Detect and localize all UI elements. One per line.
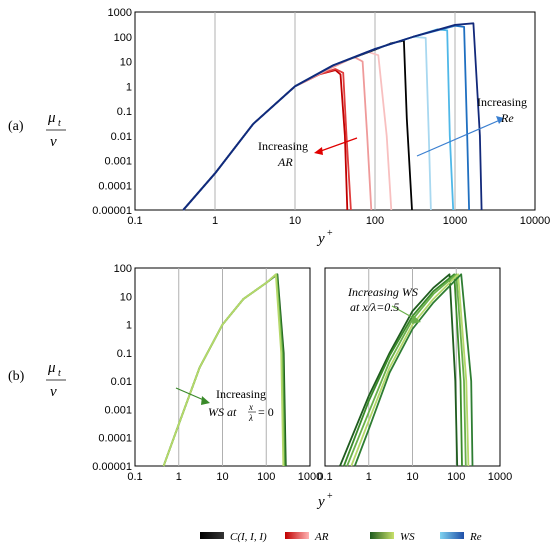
x-tick-label: 1000	[488, 471, 512, 483]
gridlines-b-left	[178, 268, 267, 466]
y-tick-label: 0.00001	[92, 461, 132, 473]
x-tick-label: 1	[366, 471, 372, 483]
x-tick-label: 0.1	[317, 471, 332, 483]
y-axis-label-a: μ t ν	[46, 110, 66, 150]
y-tick-label: 0.01	[111, 376, 132, 388]
series-line	[162, 273, 287, 467]
series-group-b-right	[339, 273, 474, 467]
ylabel-num-sub: t	[58, 118, 61, 129]
series-line	[182, 22, 483, 211]
y-axis-label-b: μ t ν	[46, 360, 66, 400]
ylabel-den: ν	[50, 134, 57, 150]
svg-text:λ: λ	[248, 413, 253, 423]
legend-swatch	[200, 532, 224, 539]
x-tick-label: 0.1	[127, 471, 142, 483]
series-line	[350, 273, 470, 467]
series-line	[353, 273, 474, 467]
annotation-ws-left: Increasing WS at x λ = 0	[175, 387, 274, 423]
panel-label-a: (a)	[8, 119, 24, 134]
series-line	[182, 50, 393, 211]
y-tick-label: 1	[126, 320, 132, 332]
svg-text:WS at: WS at	[208, 405, 237, 419]
legend-swatch	[285, 532, 309, 539]
annotation-re-line2: Re	[500, 111, 514, 125]
svg-text:+: +	[327, 228, 333, 239]
y-tick-label: 10	[120, 57, 132, 69]
svg-text:y: y	[316, 231, 325, 247]
panel-label-b: (b)	[8, 369, 25, 384]
x-tick-label: 100	[366, 215, 384, 227]
tick-labels-a: 0.1 1 10 100 1000 10000 0.00001 0.0001 0.001 0.01…	[92, 7, 550, 227]
x-tick-label: 10	[406, 471, 418, 483]
annotation-re-line1: Increasing	[477, 95, 527, 109]
series-line	[182, 28, 455, 211]
x-tick-label: 0.1	[127, 215, 142, 227]
ylabel-num-b: μ	[47, 360, 56, 376]
series-line	[182, 35, 432, 211]
series-group-b-left	[162, 273, 287, 467]
y-tick-label: 0.01	[111, 131, 132, 143]
legend-label: Re	[469, 531, 482, 543]
y-tick-label: 0.1	[117, 106, 132, 118]
y-tick-label: 0.0001	[98, 180, 132, 192]
x-tick-label: 100	[257, 471, 275, 483]
legend-swatch	[440, 532, 464, 539]
annotation-re: Increasing Re	[416, 95, 527, 157]
tick-labels-b-left: 0.1 1 10 100 1000 0.00001 0.0001 0.001 0.01 0.1 1 1…	[92, 263, 322, 483]
x-tick-label: 10	[289, 215, 301, 227]
legend: C(I, I, I) AR WS Re	[200, 531, 482, 543]
series-line	[343, 273, 463, 467]
x-tick-label: 1000	[298, 471, 322, 483]
annotation-ws-right: Increasing WS at x/λ=0.5	[347, 285, 421, 324]
series-group-a	[182, 22, 483, 211]
svg-text:x: x	[248, 402, 253, 412]
y-tick-label: 100	[114, 263, 132, 275]
legend-label: WS	[400, 531, 415, 543]
series-line	[162, 273, 285, 467]
x-tick-label: 1	[176, 471, 182, 483]
tick-labels-b-right: 0.1 1 10 100 1000	[317, 471, 512, 483]
svg-text:+: +	[327, 491, 333, 502]
annotation-ws-right-line2: at x/λ=0.5	[350, 300, 399, 314]
y-tick-label: 1	[126, 81, 132, 93]
y-tick-label: 0.001	[104, 156, 132, 168]
legend-label: AR	[314, 531, 329, 543]
annotation-ar-line1: Increasing	[258, 139, 308, 153]
x-tick-label: 1000	[443, 215, 467, 227]
y-tick-label: 0.0001	[98, 433, 132, 445]
annotation-ws-right-line1: Increasing WS	[347, 285, 418, 299]
x-axis-label-a: y +	[316, 228, 333, 247]
x-tick-label: 100	[447, 471, 465, 483]
y-tick-label: 0.1	[117, 348, 132, 360]
plot-area-a	[134, 11, 536, 211]
gridlines-a	[214, 12, 456, 210]
x-tick-label: 10000	[520, 215, 550, 227]
annotation-ar-line2: AR	[277, 155, 293, 169]
y-tick-label: 1000	[108, 7, 132, 19]
x-tick-label: 10	[216, 471, 228, 483]
svg-text:= 0: = 0	[258, 405, 274, 419]
x-axis-label-b: y +	[316, 491, 333, 510]
svg-text:y: y	[316, 494, 325, 510]
series-line	[182, 39, 413, 211]
annotation-ws-left-line1: Increasing	[216, 387, 266, 401]
x-tick-label: 1	[212, 215, 218, 227]
legend-swatch	[370, 532, 394, 539]
annotation-ar: Increasing AR	[258, 137, 358, 169]
ylabel-num-sub-b: t	[58, 368, 61, 379]
y-tick-label: 100	[114, 32, 132, 44]
ylabel-den-b: ν	[50, 384, 57, 400]
y-tick-label: 10	[120, 291, 132, 303]
y-tick-label: 0.00001	[92, 205, 132, 217]
series-line	[339, 273, 459, 467]
y-tick-label: 0.001	[104, 404, 132, 416]
series-line	[346, 273, 467, 467]
legend-label: C(I, I, I)	[230, 531, 267, 543]
ylabel-num: μ	[47, 110, 56, 126]
